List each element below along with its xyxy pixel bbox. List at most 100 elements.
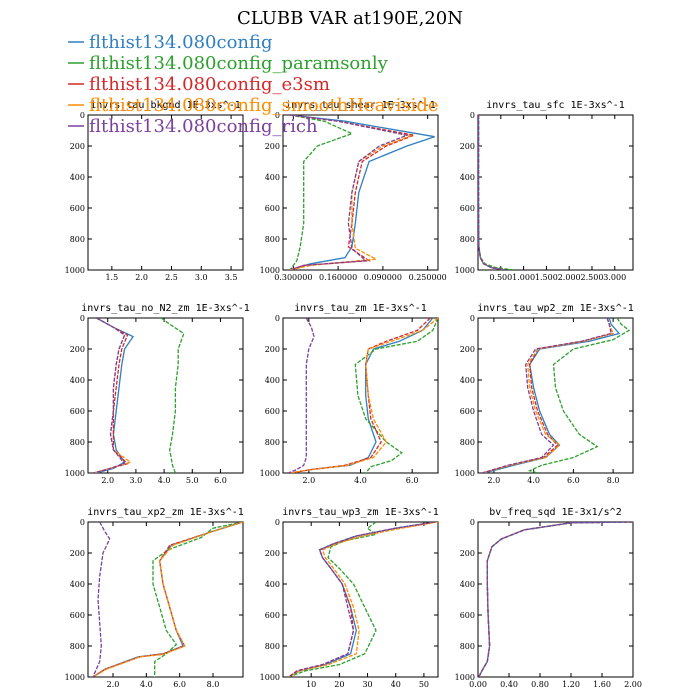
panel-4: invrs_tau_no_N2_zm 1E-3xs^-10 200 400 600 80… bbox=[65, 303, 250, 485]
series-line-rich bbox=[93, 318, 126, 473]
x-tick-label: 4.0 bbox=[140, 680, 153, 689]
y-tick-label: 600 bbox=[70, 407, 85, 416]
series-line-rich bbox=[287, 318, 315, 473]
series-line-config bbox=[288, 522, 436, 677]
series-line-smoothheaviside bbox=[478, 115, 506, 270]
y-tick-label: 800 bbox=[265, 642, 280, 651]
panel-title: bv_freq_sqd 1E-3x1/s^2 bbox=[489, 507, 621, 518]
y-tick-label: 0 bbox=[470, 111, 475, 120]
x-tick-label: 2.0 bbox=[302, 476, 315, 485]
y-tick-label: 800 bbox=[265, 235, 280, 244]
panel-9: bv_freq_sqd 1E-3x1/s^2020040060080010000… bbox=[455, 507, 642, 689]
panel-title: invrs_tau_sfc 1E-3xs^-1 bbox=[486, 100, 624, 111]
y-tick-label: 1000 bbox=[65, 266, 85, 275]
series-line-config bbox=[289, 115, 435, 270]
x-tick-label: 6.0 bbox=[567, 476, 580, 485]
y-tick-label: 200 bbox=[265, 142, 280, 151]
panel-1: invrs_tau_bkgnd 1E-3xs^-1 0 200 400 600 800 10… bbox=[65, 100, 244, 282]
y-tick-label: 1000 bbox=[455, 469, 475, 478]
series-line-paramsonly bbox=[289, 115, 354, 270]
y-tick-label: 600 bbox=[460, 204, 475, 213]
panel-grid: invrs_tau_bkgnd 1E-3xs^-1020040060080010… bbox=[65, 100, 642, 689]
y-tick-label: 400 bbox=[460, 376, 475, 385]
y-tick-label: 400 bbox=[265, 173, 280, 182]
x-tick-label: 0.80 bbox=[531, 680, 549, 689]
y-tick-label: 400 bbox=[265, 580, 280, 589]
x-tick-label: 2.0 bbox=[107, 680, 120, 689]
plot-frame bbox=[87, 114, 244, 271]
x-tick-label: 2.0 bbox=[135, 273, 148, 282]
y-tick-label: 0 bbox=[275, 314, 280, 323]
x-tick-label: 0.500 bbox=[489, 273, 512, 282]
x-tick-label: 0.300000 bbox=[274, 273, 312, 282]
y-tick-label: 800 bbox=[460, 642, 475, 651]
series-line-e3sm bbox=[93, 318, 129, 473]
x-tick-label: 6.0 bbox=[173, 680, 186, 689]
legend-label-rich: flthist134.080config_rich bbox=[89, 116, 318, 137]
series-line-paramsonly bbox=[160, 318, 185, 473]
plot-frame bbox=[477, 521, 634, 678]
series-line-e3sm bbox=[478, 522, 633, 677]
series-line-config bbox=[478, 522, 633, 677]
x-tick-label: 20 bbox=[334, 680, 344, 689]
legend-label-smoothheaviside: flthist134.080config_smoothHeaviside bbox=[89, 95, 439, 116]
legend-label-config: flthist134.080config bbox=[89, 32, 273, 53]
y-tick-label: 600 bbox=[70, 204, 85, 213]
x-tick-label: 2.000 bbox=[558, 273, 581, 282]
x-tick-label: 2.0 bbox=[101, 476, 114, 485]
panel-title: invrs_tau_shear 1E-3xs^-1 bbox=[285, 100, 436, 111]
y-tick-label: 200 bbox=[265, 345, 280, 354]
y-tick-label: 1000 bbox=[260, 469, 280, 478]
panel-title: invrs_tau_zm 1E-3xs^-1 bbox=[294, 303, 426, 314]
x-tick-label: 4.0 bbox=[158, 476, 171, 485]
panel-title: invrs_tau_bkgnd 1E-3xs^-1 bbox=[90, 100, 241, 111]
panel-8: invrs_tau_wp3_zm 1E-3xs^-10 200 400 600 800 1… bbox=[260, 507, 439, 689]
series-line-config bbox=[478, 115, 506, 270]
y-tick-label: 800 bbox=[460, 438, 475, 447]
series-line-smoothheaviside bbox=[92, 522, 243, 677]
plot-frame bbox=[477, 114, 634, 271]
y-tick-label: 800 bbox=[265, 438, 280, 447]
y-tick-label: 600 bbox=[70, 611, 85, 620]
y-tick-label: 400 bbox=[70, 580, 85, 589]
x-tick-label: 1.20 bbox=[562, 680, 580, 689]
series-line-paramsonly bbox=[288, 522, 378, 677]
series-line-e3sm bbox=[478, 115, 506, 270]
series-line-paramsonly bbox=[527, 318, 631, 473]
panel-title: invrs_tau_wp3_zm 1E-3xs^-1 bbox=[282, 507, 439, 518]
series-line-rich bbox=[289, 115, 410, 270]
y-tick-label: 1000 bbox=[65, 673, 85, 682]
y-tick-label: 200 bbox=[70, 345, 85, 354]
y-tick-label: 400 bbox=[460, 173, 475, 182]
panel-2: invrs_tau_shear 1E-3xs^-1 0 200 400 600 800 10… bbox=[260, 100, 447, 282]
x-tick-label: 2.00 bbox=[624, 680, 642, 689]
series-line-smoothheaviside bbox=[290, 318, 438, 473]
series-line-rich bbox=[92, 522, 111, 677]
panel-6: invrs_tau_wp2_zm 1E-3xs^-10 200 400 600 800 1… bbox=[455, 303, 634, 485]
y-tick-label: 200 bbox=[460, 142, 475, 151]
series-line-smoothheaviside bbox=[289, 115, 413, 270]
x-tick-label: 0.160000 bbox=[319, 273, 357, 282]
y-tick-label: 800 bbox=[70, 642, 85, 651]
y-tick-label: 0 bbox=[80, 314, 85, 323]
y-tick-label: 1000 bbox=[455, 266, 475, 275]
series-line-rich bbox=[478, 522, 633, 677]
y-tick-label: 0 bbox=[80, 518, 85, 527]
y-tick-label: 1000 bbox=[260, 266, 280, 275]
x-tick-label: 0.090000 bbox=[364, 273, 402, 282]
series-line-smoothheaviside bbox=[481, 318, 614, 473]
x-tick-label: 1.60 bbox=[593, 680, 611, 689]
x-tick-label: 40 bbox=[391, 680, 401, 689]
x-tick-label: 0.00 bbox=[469, 680, 487, 689]
y-tick-label: 200 bbox=[70, 142, 85, 151]
plot-frame bbox=[87, 317, 244, 474]
y-tick-label: 1000 bbox=[260, 673, 280, 682]
x-tick-label: 0.250000 bbox=[409, 273, 447, 282]
series-line-paramsonly bbox=[478, 115, 515, 270]
figure-title: CLUBB VAR at190E,20N bbox=[237, 8, 463, 29]
y-tick-label: 400 bbox=[70, 173, 85, 182]
panel-5: invrs_tau_zm 1E-3xs^-1 0 200 400 600 800 1000 2… bbox=[260, 303, 439, 485]
x-tick-label: 0.40 bbox=[500, 680, 518, 689]
panel-title: invrs_tau_wp2_zm 1E-3xs^-1 bbox=[477, 303, 634, 314]
y-tick-label: 200 bbox=[70, 549, 85, 558]
